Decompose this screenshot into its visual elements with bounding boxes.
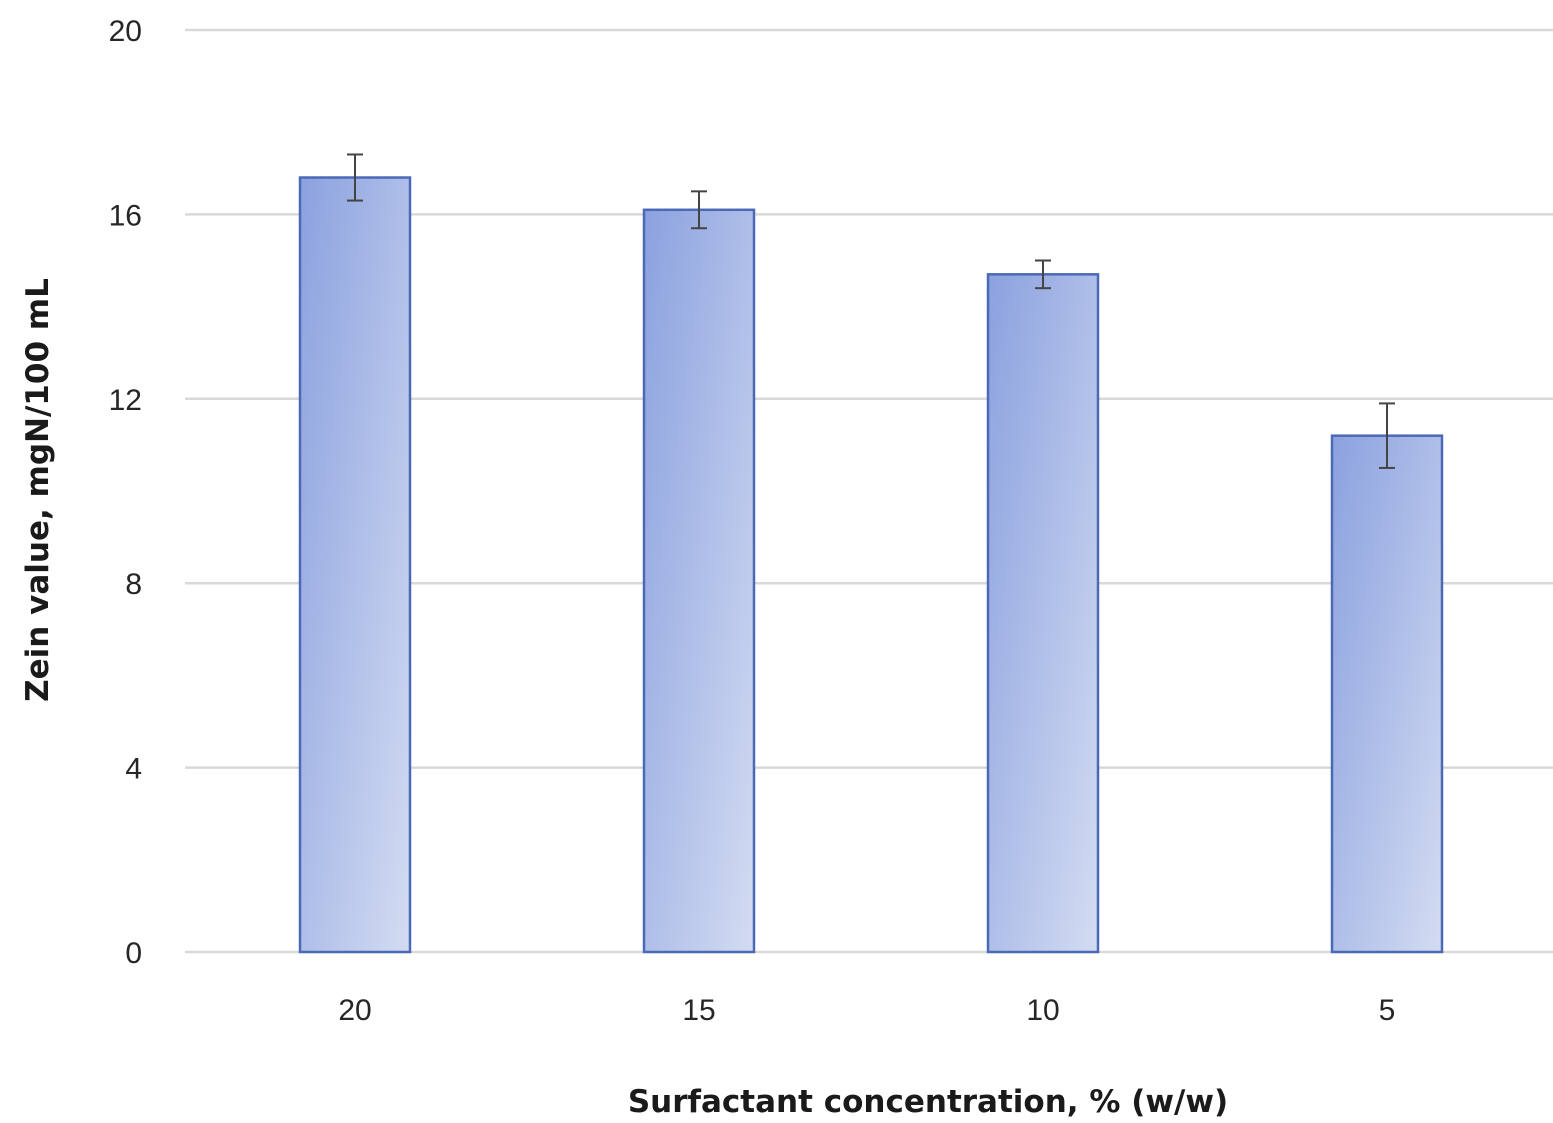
y-axis-label: Zein value, mgN/100 mL (20, 278, 56, 702)
x-tick-label-10: 10 (1026, 994, 1059, 1027)
bar-20 (298, 176, 412, 954)
y-tick-label-12: 12 (109, 384, 142, 417)
gridlines (185, 28, 1553, 954)
y-tick-label-20: 20 (109, 15, 142, 48)
error-bars (347, 153, 1395, 469)
x-tick-label-5: 5 (1379, 994, 1396, 1027)
error-bar-20 (347, 153, 363, 202)
x-tick-labels: 20 15 10 5 (338, 994, 1395, 1027)
y-tick-label-8: 8 (125, 568, 142, 601)
x-tick-label-15: 15 (682, 994, 715, 1027)
error-bar-15 (691, 190, 707, 230)
bar-15 (642, 208, 756, 954)
error-bar-10 (1035, 259, 1051, 290)
bar-5 (1330, 434, 1444, 954)
y-tick-labels: 0 4 8 12 16 20 (109, 15, 142, 970)
y-tick-label-16: 16 (109, 199, 142, 232)
x-axis-label: Surfactant concentration, % (w/w) (628, 1084, 1228, 1120)
error-bar-5 (1379, 402, 1395, 469)
x-tick-label-20: 20 (338, 994, 371, 1027)
y-tick-label-0: 0 (125, 937, 142, 970)
y-tick-label-4: 4 (125, 753, 142, 786)
bar-10 (986, 273, 1100, 954)
bars (298, 176, 1444, 954)
